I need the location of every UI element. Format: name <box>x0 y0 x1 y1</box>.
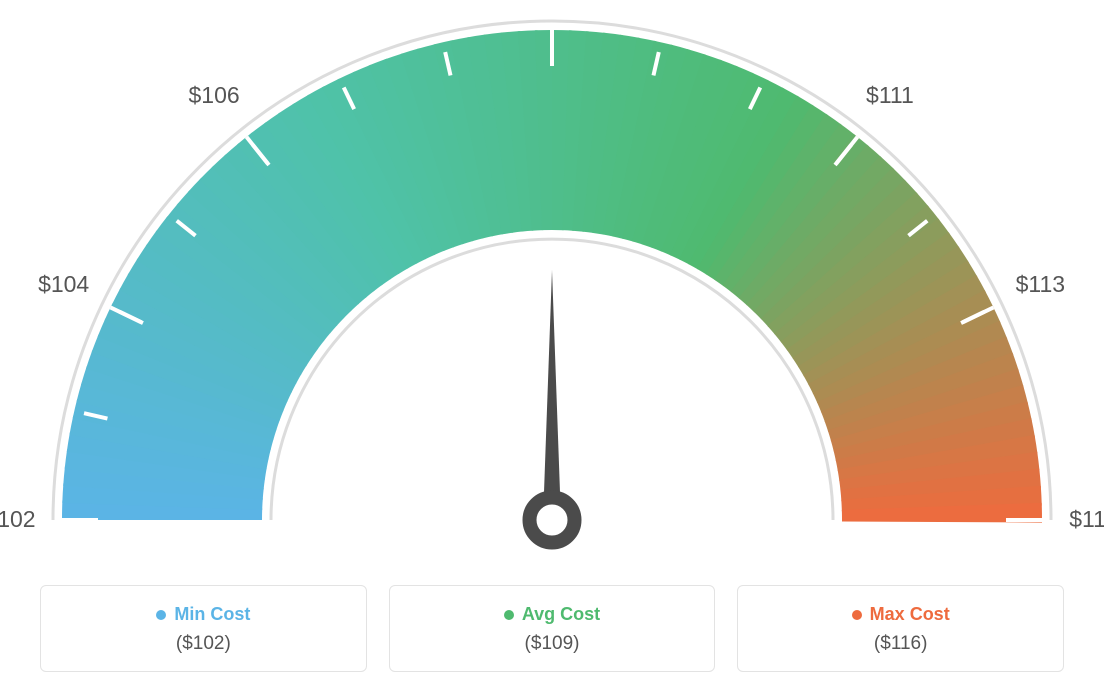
legend-value-min: ($102) <box>51 633 356 655</box>
legend-row: Min Cost ($102) Avg Cost ($109) Max Cost… <box>40 585 1064 672</box>
legend-dot-max <box>852 610 862 620</box>
legend-value-avg: ($109) <box>400 633 705 655</box>
legend-title-avg: Avg Cost <box>504 604 600 625</box>
gauge-needle <box>543 270 561 520</box>
legend-dot-avg <box>504 610 514 620</box>
gauge-tick-label: $113 <box>1016 271 1065 297</box>
gauge-tick-label: $102 <box>0 506 36 532</box>
cost-gauge-chart: $102$104$106$109$111$113$116 <box>0 0 1104 560</box>
gauge-hub <box>530 498 575 543</box>
legend-card-min: Min Cost ($102) <box>40 585 367 672</box>
gauge-tick-label: $116 <box>1069 506 1104 532</box>
legend-label-max: Max Cost <box>870 604 950 625</box>
legend-card-avg: Avg Cost ($109) <box>389 585 716 672</box>
legend-value-max: ($116) <box>748 633 1053 655</box>
legend-title-min: Min Cost <box>156 604 250 625</box>
gauge-tick-label: $111 <box>866 82 914 108</box>
legend-label-min: Min Cost <box>174 604 250 625</box>
legend-dot-min <box>156 610 166 620</box>
legend-label-avg: Avg Cost <box>522 604 600 625</box>
gauge-tick-label: $104 <box>38 271 89 297</box>
legend-card-max: Max Cost ($116) <box>737 585 1064 672</box>
gauge-container: $102$104$106$109$111$113$116 <box>0 0 1104 560</box>
gauge-tick-label: $106 <box>188 82 239 108</box>
legend-title-max: Max Cost <box>852 604 950 625</box>
